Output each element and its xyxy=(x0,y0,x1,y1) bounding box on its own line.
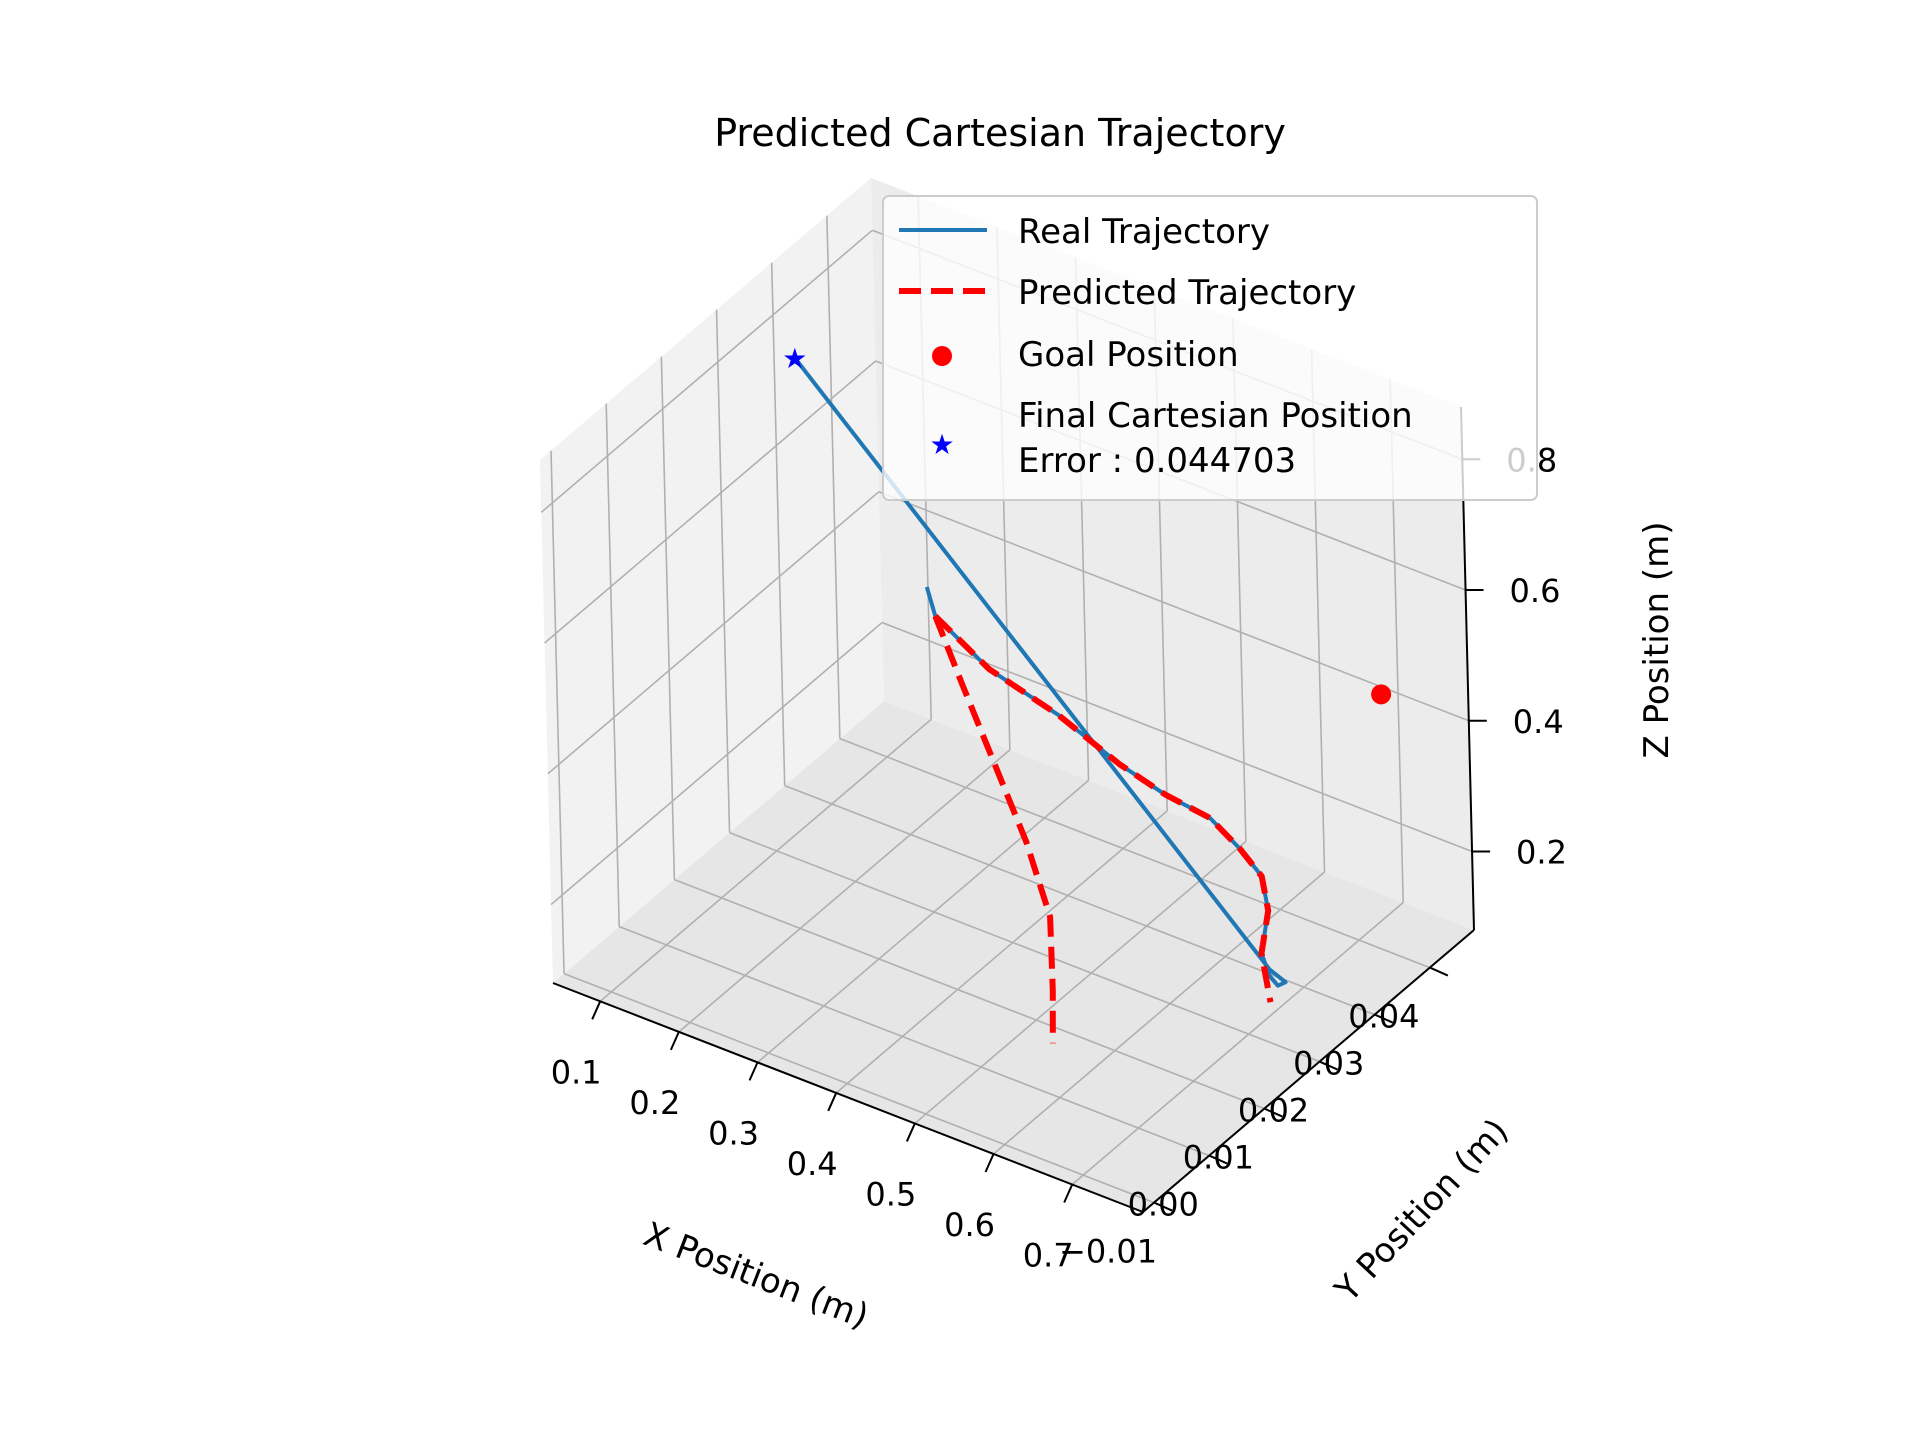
legend-goal-label: Goal Position xyxy=(1018,335,1239,375)
y-tick xyxy=(1429,966,1449,977)
legend-final-label-line1: Final Cartesian Position xyxy=(1018,396,1413,436)
grid-y-left xyxy=(660,356,676,880)
grid-y-left xyxy=(605,403,620,927)
grid-y-left xyxy=(826,215,841,739)
legend-box xyxy=(882,195,1538,501)
predicted-trajectory-line xyxy=(933,613,1274,1003)
x-tick-label: 0.4 xyxy=(787,1145,838,1183)
grid-x-floor xyxy=(1071,901,1404,1186)
grid-x-floor xyxy=(599,718,932,1002)
grid-x-floor xyxy=(914,840,1247,1125)
legend-real-label: Real Trajectory xyxy=(1018,212,1270,252)
y-axis-label: Y Position (m) xyxy=(1327,1111,1517,1310)
x-tick xyxy=(748,1061,759,1081)
grid-z-left xyxy=(544,360,877,644)
grid-z-back xyxy=(878,491,1470,722)
x-tick xyxy=(669,1031,680,1051)
point-markers: ★ xyxy=(782,342,1392,705)
x-tick xyxy=(827,1092,838,1112)
y-tick xyxy=(1263,1107,1283,1118)
goal-position-marker xyxy=(1371,684,1392,705)
z-tick-label: 0.2 xyxy=(1516,834,1567,872)
y-tick-label: 0.02 xyxy=(1238,1092,1309,1130)
x-tick xyxy=(591,1000,602,1020)
x-tick-label: 0.2 xyxy=(629,1084,680,1122)
x-tick xyxy=(905,1123,916,1142)
y-tick xyxy=(1319,1060,1338,1071)
y-tick-label: 0.01 xyxy=(1183,1139,1254,1177)
grid-y-floor xyxy=(674,878,1265,1110)
grid-z-left xyxy=(550,621,883,906)
y-axis-line xyxy=(1142,929,1475,1213)
grid-y-floor xyxy=(563,972,1155,1204)
x-tick xyxy=(1063,1184,1074,1203)
y-tick xyxy=(1208,1154,1228,1165)
z-tick-label: 0.6 xyxy=(1510,572,1561,610)
x-axis-line xyxy=(552,982,1144,1213)
predicted-trajectory-line xyxy=(932,614,1056,1044)
final-position-star-marker: ★ xyxy=(782,342,807,375)
grid-y-left xyxy=(550,450,565,974)
legend-final-label-line2: Error : 0.044703 xyxy=(1018,441,1296,481)
grid-y-floor xyxy=(839,737,1431,969)
grid-y-floor xyxy=(729,831,1320,1063)
grid-z-left xyxy=(547,491,880,775)
legend-predicted-label: Predicted Trajectory xyxy=(1018,273,1356,313)
z-tick-label: 0.4 xyxy=(1513,703,1564,741)
back-left-pane xyxy=(540,178,884,983)
y-tick xyxy=(1153,1201,1173,1212)
axis-ticks: 0.1 0.2 0.3 0.4 0.5 0.6 0.7−0.01 0.00 0.01 0.02 0.… xyxy=(551,441,1567,1274)
x-tick xyxy=(984,1153,995,1173)
x-axis-label: X Position (m) xyxy=(638,1215,874,1337)
y-tick-label: 0.03 xyxy=(1293,1045,1364,1083)
x-tick-label: 0.5 xyxy=(865,1175,916,1213)
grid-y-left xyxy=(715,309,731,833)
x-tick-label: 0.3 xyxy=(708,1114,759,1152)
y-tick xyxy=(1374,1013,1394,1024)
legend-final-star-swatch: ★ xyxy=(929,428,954,461)
legend: Real Trajectory Predicted Trajectory Goa… xyxy=(882,195,1538,501)
x-tick-label: 0.1 xyxy=(551,1053,602,1091)
grid-x-floor xyxy=(678,749,1011,1033)
chart-title: Predicted Cartesian Trajectory xyxy=(714,111,1286,155)
grid-z-left xyxy=(540,229,873,513)
y-tick-label: 0.04 xyxy=(1348,998,1419,1036)
x-tick-label: 0.6 xyxy=(944,1206,995,1244)
x-tick-label: 0.7 xyxy=(1023,1237,1074,1275)
grid-y-left xyxy=(770,262,786,786)
z-axis-label: Z Position (m) xyxy=(1637,522,1677,759)
grid-x-floor xyxy=(835,810,1168,1094)
legend-goal-swatch xyxy=(932,346,952,366)
grid-x-floor xyxy=(757,779,1090,1063)
grid-y-floor xyxy=(618,925,1210,1157)
series-layer xyxy=(793,356,1288,1044)
y-tick-label: −0.01 xyxy=(1059,1233,1157,1271)
floor-pane xyxy=(553,701,1474,1212)
y-tick-label: 0.00 xyxy=(1128,1186,1199,1224)
